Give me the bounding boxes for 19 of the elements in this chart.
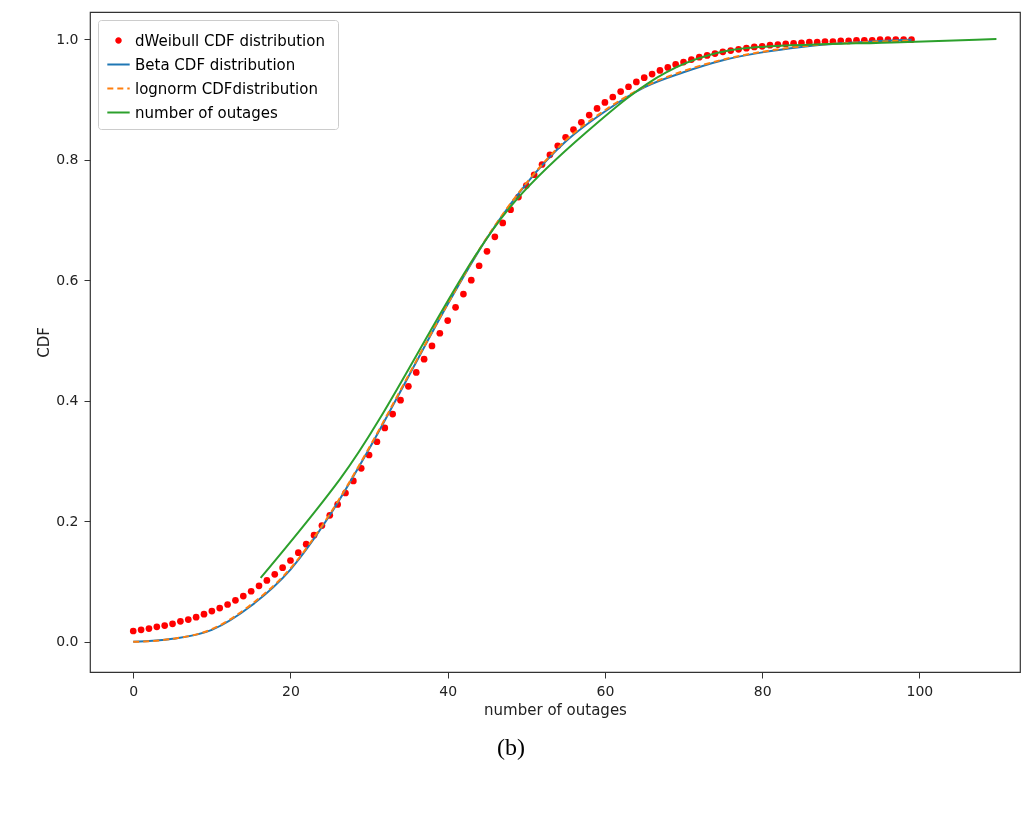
x-tick-label: 100 [906,682,934,699]
y-tick-label: 1.0 [56,30,79,47]
legend-label: Beta CDF distribution [135,55,296,74]
x-tick-label: 40 [439,682,458,699]
legend-label: number of outages [135,103,279,122]
y-tick-label: 0.2 [56,512,79,529]
y-tick-label: 0.6 [56,271,79,288]
x-tick-label: 80 [753,682,772,699]
legend-label: dWeibull CDF distribution [135,31,325,50]
x-axis-title: number of outages [484,700,628,719]
y-axis-title: CDF [35,327,54,358]
x-tick-label: 60 [596,682,615,699]
x-tick-label: 0 [129,682,139,699]
x-tick-label: 20 [282,682,300,699]
text: (b) [496,734,526,761]
y-tick-label: 0.8 [56,151,79,168]
y-tick-label: 0.4 [56,392,79,409]
y-tick-label: 0.0 [56,633,79,650]
legend-label: lognorm CDFdistribution [135,79,318,98]
